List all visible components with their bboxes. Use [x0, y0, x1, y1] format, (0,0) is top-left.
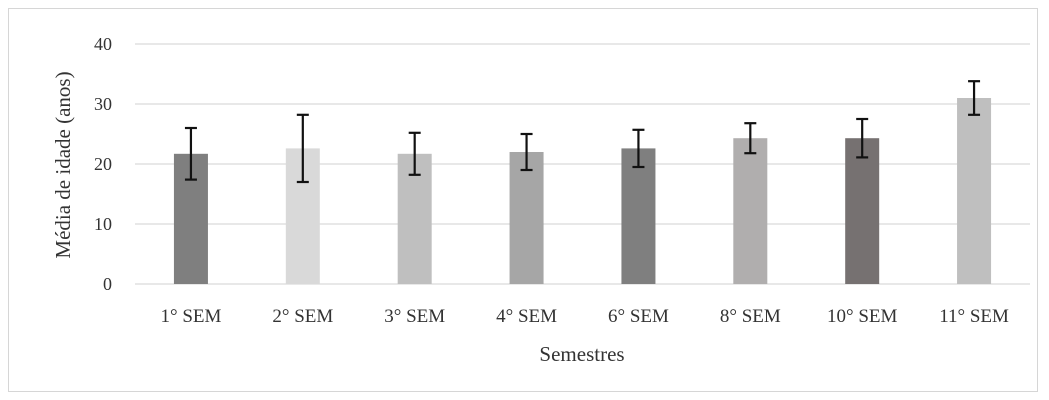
- bar: [509, 152, 544, 284]
- x-tick-label: 6° SEM: [608, 306, 669, 327]
- error-bar: [632, 128, 645, 169]
- x-tick-label: 2° SEM: [272, 306, 333, 327]
- x-tick-labels: 1° SEM 2° SEM 3° SEM 4° SEM 6° SEM 8° SEM 10° …: [160, 306, 1009, 327]
- x-tick-label: 3° SEM: [384, 306, 445, 327]
- bar: [621, 148, 656, 284]
- x-tick-label: 8° SEM: [720, 306, 781, 327]
- x-tick-label: 10° SEM: [827, 306, 898, 327]
- error-bar: [520, 132, 533, 172]
- error-bars: [184, 80, 981, 184]
- bars: [173, 98, 992, 284]
- error-bar: [408, 131, 421, 176]
- y-axis-label: Média de idade (anos): [51, 71, 75, 258]
- error-bar: [968, 80, 981, 116]
- y-tick-label: 0: [103, 274, 112, 294]
- error-bar: [856, 117, 869, 159]
- x-tick-label: 4° SEM: [496, 306, 557, 327]
- error-bar: [744, 122, 757, 155]
- error-bar: [184, 126, 197, 181]
- x-axis-label: Semestres: [539, 342, 624, 366]
- x-tick-label: 11° SEM: [939, 306, 1009, 327]
- y-tick-label: 20: [94, 154, 112, 174]
- error-bar: [296, 113, 309, 184]
- y-tick-label: 40: [94, 34, 112, 54]
- bar: [845, 138, 880, 284]
- y-tick-label: 10: [94, 214, 112, 234]
- x-tick-label: 1° SEM: [160, 306, 221, 327]
- y-tick-labels: 0 10 20 30 40: [94, 34, 112, 294]
- bar: [733, 138, 768, 284]
- gridlines: [135, 43, 1030, 285]
- bar: [957, 98, 992, 284]
- y-tick-label: 30: [94, 94, 112, 114]
